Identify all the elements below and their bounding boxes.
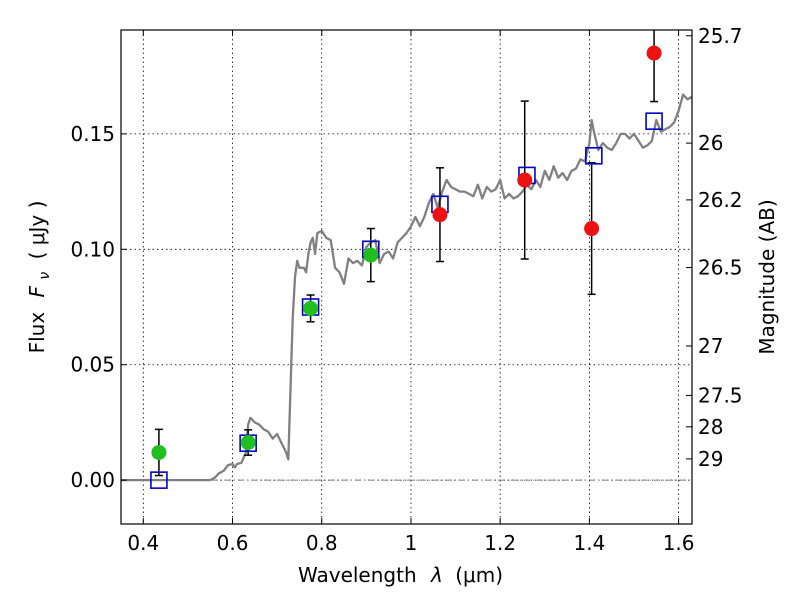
model-photometry-square — [150, 471, 168, 489]
y-axis-label-symbol: F — [25, 285, 49, 297]
y2-tick-label: 27 — [698, 334, 723, 358]
plot-frame — [120, 29, 693, 525]
observed-flux-point — [363, 247, 379, 263]
observed-flux-point — [240, 435, 256, 451]
y-axis-label: Flux F ν ( μJy ) — [25, 201, 54, 354]
y-axis-label-subscript: ν — [37, 272, 53, 280]
y2-tick-label: 29 — [698, 447, 723, 471]
y2-tick-label: 26.2 — [698, 188, 743, 212]
model-spectrum-line — [121, 93, 693, 482]
x-tick-label: 0.8 — [306, 531, 338, 555]
x-axis-label-prefix: Wavelength — [298, 563, 417, 587]
y2-tick-label: 25.7 — [698, 24, 743, 48]
x-axis-label-symbol: λ — [430, 563, 443, 587]
y2-tick-label: 28 — [698, 415, 723, 439]
model-photometry-square — [585, 147, 603, 165]
x-tick-label: 0.6 — [217, 531, 249, 555]
grid — [121, 30, 692, 524]
x-tick-label: 1 — [405, 531, 418, 555]
y-tick-label: 0.15 — [70, 122, 115, 146]
y2-tick-label: 27.5 — [698, 383, 743, 407]
y-axis-label-prefix: Flux — [25, 312, 49, 354]
y2-tick-label: 26 — [698, 131, 723, 155]
x-tick-label: 0.4 — [127, 531, 159, 555]
x-tick-label: 1.6 — [663, 531, 695, 555]
observed-flux-point — [517, 172, 533, 188]
y-axis: 0.00 0.05 0.10 0.15 — [70, 122, 127, 492]
y-tick-label: 0.10 — [70, 237, 115, 261]
x-axis-label: Wavelength λ (μm) — [298, 563, 503, 587]
model-photometry-square — [645, 112, 663, 130]
observed-flux-point — [151, 444, 167, 460]
x-tick-label: 1.2 — [484, 531, 516, 555]
x-axis: 0.4 0.6 0.8 1 1.2 1.4 1.6 — [127, 30, 695, 555]
x-axis-label-unit: (μm) — [455, 563, 503, 587]
y2-axis-label: Magnitude (AB) — [755, 199, 779, 354]
observed-flux-point — [646, 45, 662, 61]
observed-flux-point — [584, 221, 600, 237]
x-tick-label: 1.4 — [573, 531, 605, 555]
observed-flux-point — [432, 207, 448, 223]
plot-area — [121, 30, 693, 489]
observed-flux-point — [303, 300, 319, 316]
y-axis-label-unit: ( μJy ) — [25, 201, 49, 260]
y2-axis: 25.7 26 26.2 26.5 27 27.5 28 29 — [686, 24, 743, 471]
y-tick-label: 0.00 — [70, 468, 115, 492]
y-tick-label: 0.05 — [70, 353, 115, 377]
y2-tick-label: 26.5 — [698, 256, 743, 280]
